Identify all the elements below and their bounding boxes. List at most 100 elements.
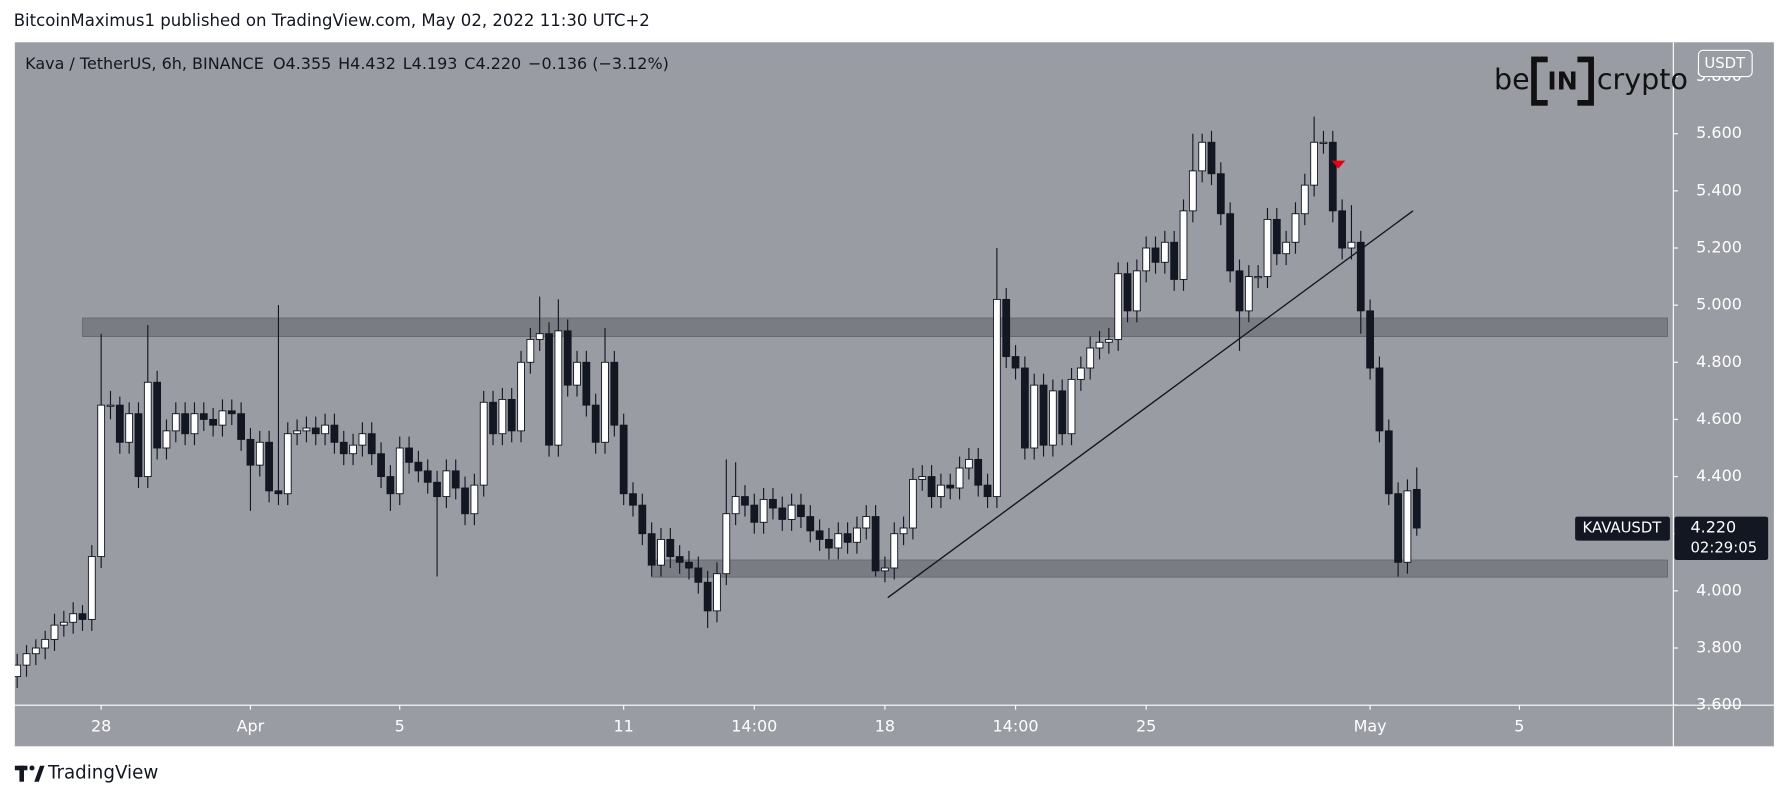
symbol-badge — [1575, 516, 1670, 541]
candle-body — [1039, 384, 1048, 446]
candle-body — [14, 664, 22, 678]
symbol-label: KAVAUSDT — [1583, 519, 1663, 537]
logo-text: be — [1494, 62, 1530, 96]
candle-body — [255, 441, 264, 466]
logo-text: IN — [1547, 66, 1577, 95]
candle-body — [1020, 367, 1029, 449]
candle-body — [638, 504, 647, 535]
candle-body — [573, 361, 581, 386]
candle-body — [1011, 356, 1020, 369]
candle-body — [881, 567, 889, 572]
y-tick-label: 5.200 — [1696, 237, 1742, 256]
candle-body — [1058, 390, 1067, 435]
y-tick-label: 4.000 — [1696, 580, 1742, 599]
symbol-title: Kava / TetherUS, 6h, BINANCE — [25, 53, 264, 72]
attribution: BitcoinMaximus1 published on TradingView… — [14, 11, 650, 30]
candle-body — [918, 476, 927, 480]
candle-body — [41, 638, 50, 649]
candle-body — [1142, 247, 1151, 272]
candle-body — [367, 433, 376, 455]
candle-body — [1198, 141, 1207, 172]
candle-body — [349, 444, 357, 455]
candle-body — [890, 533, 899, 569]
candle-body — [190, 413, 199, 435]
candle-body — [69, 613, 78, 623]
candle-body — [1114, 273, 1123, 340]
candle-body — [731, 496, 740, 515]
candle-body — [31, 647, 40, 655]
candle-body — [1403, 490, 1412, 563]
candle-body — [1216, 173, 1225, 215]
candle-body — [1328, 141, 1337, 212]
y-tick-label: 5.600 — [1696, 123, 1742, 142]
candle-body — [302, 427, 311, 432]
footer-icon — [19, 765, 24, 782]
candle-body — [1095, 341, 1104, 349]
candle-body — [1235, 270, 1244, 312]
candle-body — [153, 381, 162, 449]
y-tick-label: 3.800 — [1696, 637, 1742, 656]
candle-body — [330, 424, 339, 443]
candle-body — [209, 418, 218, 426]
x-tick-label: 18 — [875, 716, 895, 735]
candle-body — [1151, 247, 1160, 263]
candle-body — [1123, 273, 1132, 312]
candle-body — [946, 484, 955, 489]
ohlc-key: C — [464, 53, 475, 72]
candle-body — [937, 484, 945, 498]
candle-body — [554, 330, 563, 446]
candle-body — [582, 361, 591, 406]
y-tick-label: 5.400 — [1696, 180, 1742, 199]
plot-area — [14, 116, 1668, 688]
candle-body — [703, 581, 712, 612]
candle-body — [451, 470, 460, 489]
currency-label: USDT — [1704, 54, 1746, 72]
candle-body — [1347, 241, 1356, 249]
candle-body — [339, 441, 348, 455]
candle-body — [321, 424, 329, 435]
candle-body — [843, 533, 852, 543]
candle-body — [87, 556, 96, 620]
footer: TradingView — [14, 763, 158, 784]
candle-body — [759, 498, 768, 523]
candle-body — [115, 404, 124, 443]
candle-body — [227, 410, 236, 415]
candle-body — [414, 461, 423, 472]
candle-body — [498, 398, 507, 435]
candle-body — [1104, 338, 1113, 343]
candle-body — [1086, 347, 1095, 369]
candle-body — [1160, 241, 1169, 263]
candle-body — [545, 333, 553, 446]
candle-body — [769, 498, 777, 509]
candle-body — [1226, 213, 1235, 272]
candle-body — [470, 484, 479, 515]
candle-body — [1338, 210, 1347, 249]
candle-body — [871, 516, 880, 572]
candle-body — [134, 413, 143, 478]
candle-body — [50, 624, 59, 640]
candle-body — [1030, 384, 1039, 449]
candle-body — [862, 516, 871, 529]
logo: be IN crypto — [1494, 54, 1688, 108]
candle-body — [750, 504, 759, 523]
candle-body — [1170, 241, 1179, 280]
candle-body — [983, 484, 992, 498]
candle-body — [1048, 390, 1057, 446]
footer-text: TradingView — [47, 763, 158, 784]
candle-body — [274, 490, 283, 495]
candle-body — [853, 527, 861, 543]
candle-body — [722, 513, 731, 575]
price-badge — [1674, 516, 1769, 560]
candle-body — [825, 538, 833, 549]
candle-body — [507, 398, 516, 432]
candle-body — [1356, 241, 1365, 312]
x-tick-label: 5 — [395, 716, 405, 735]
candle-body — [927, 476, 936, 498]
candle-body — [1319, 141, 1328, 144]
logo-text: crypto — [1597, 62, 1688, 96]
ohlc-value: 4.355 — [286, 53, 332, 72]
price-zone — [82, 317, 1668, 337]
candle-body — [1132, 270, 1141, 312]
candle-body — [479, 401, 488, 486]
